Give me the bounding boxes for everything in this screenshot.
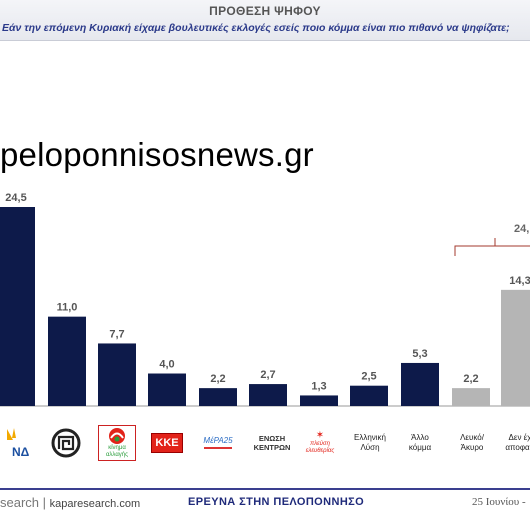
value-label-8: 5,3: [412, 348, 427, 360]
nd-logo-icon: ΝΔ: [7, 428, 30, 459]
label-lefko-text: Λευκό/ Άκυρο: [460, 433, 484, 452]
logo-enosi: ΕΝΩΣΗ ΚΕΝΤΡΩΝ: [248, 425, 296, 461]
bar-5: [249, 384, 287, 406]
bar-6: [300, 395, 338, 406]
logo-plefsi-text: πλεύση ελευθερίας: [305, 441, 335, 454]
bar-0: [0, 207, 35, 406]
logo-nd: ΝΔ: [4, 425, 32, 461]
bar-7: [350, 385, 388, 406]
bar-2: [98, 343, 136, 406]
logo-nd-text: ΝΔ: [12, 445, 30, 459]
header-band: ΠΡΟΘΕΣΗ ΨΗΦΟΥ Εάν την επόμενη Κυριακή εί…: [0, 0, 530, 41]
kinal-logo-icon: [109, 428, 125, 444]
logo-elliniki-lysi-text: Ελληνική Λύση: [353, 433, 386, 452]
watermark-text: peloponnisosnews.gr: [0, 136, 314, 173]
value-label-6: 1,3: [311, 380, 326, 392]
logo-kke-text: ΚΚΕ: [151, 433, 183, 453]
value-label-2: 7,7: [109, 328, 124, 340]
survey-question: Εάν την επόμενη Κυριακή είχαμε βουλευτικ…: [2, 22, 510, 34]
brand-site: kaparesearch.com: [49, 498, 141, 510]
logo-xa: [50, 425, 82, 461]
logo-kinal: κίνημα αλλαγής: [98, 425, 136, 461]
value-labels-group: 24,5 11,0 7,7 4,0 2,2 2,7 1,3 2,5 5,3 2,2 14,3: [5, 192, 530, 392]
logo-enosi-text: ΕΝΩΣΗ ΚΕΝΤΡΩΝ: [253, 434, 291, 452]
label-allo-text: Άλλο κόμμα: [408, 433, 432, 452]
logo-mera-text: ΜέΡΑ25: [203, 436, 233, 445]
bar-3: [148, 373, 186, 406]
logo-mera: ΜέΡΑ25: [198, 425, 238, 461]
label-allo: Άλλο κόμμα: [400, 425, 440, 461]
logo-plefsi: ✶ πλεύση ελευθερίας: [300, 425, 340, 461]
bar-9: [452, 388, 490, 406]
value-label-7: 2,5: [361, 371, 376, 383]
value-label-5: 2,7: [260, 369, 275, 381]
value-label-4: 2,2: [210, 373, 225, 385]
bar-8: [401, 362, 439, 406]
value-label-0: 24,5: [5, 192, 26, 204]
brand-text: search |: [0, 495, 47, 510]
bracket-line: [454, 245, 530, 256]
value-label-9: 2,2: [463, 373, 478, 385]
bracket-label: 24,: [514, 223, 529, 235]
mera-underline-icon: [204, 447, 232, 449]
logo-kinal-text: κίνημα αλλαγής: [105, 445, 129, 458]
label-den-exo-text: Δεν έχ αποφασ: [505, 433, 530, 452]
bar-10: [501, 289, 530, 406]
page-title: ΠΡΟΘΕΣΗ ΨΗΦΟΥ: [209, 4, 321, 18]
bars-group: [0, 207, 530, 406]
label-den-exo: Δεν έχ αποφασ: [500, 425, 530, 461]
footer-bar: search | kaparesearch.com ΕΡΕΥΝΑ ΣΤΗΝ ΠΕ…: [0, 488, 530, 517]
bar-chart: 24,5 11,0 7,7 4,0 2,2 2,7 1,3 2,5 5,3 2,2 14,3 24,: [0, 192, 530, 407]
value-label-1: 11,0: [57, 302, 78, 314]
label-lefko: Λευκό/ Άκυρο: [452, 425, 492, 461]
footer-date: 25 Ιουνίου -: [472, 496, 526, 508]
bar-1: [48, 316, 86, 406]
footer-survey-title: ΕΡΕΥΝΑ ΣΤΗΝ ΠΕΛΟΠΟΝΝΗΣΟ: [188, 496, 365, 508]
brand-logo: search | kaparesearch.com: [0, 495, 140, 510]
logo-kke: ΚΚΕ: [151, 425, 183, 461]
undecided-bracket: 24,: [454, 223, 530, 256]
meander-logo-icon: [51, 428, 81, 458]
bar-4: [199, 388, 237, 406]
logo-elliniki-lysi: Ελληνική Λύση: [350, 425, 390, 461]
value-label-10: 14,3: [509, 275, 530, 287]
value-label-3: 4,0: [159, 359, 174, 371]
plefsi-star-icon: ✶: [315, 430, 325, 441]
